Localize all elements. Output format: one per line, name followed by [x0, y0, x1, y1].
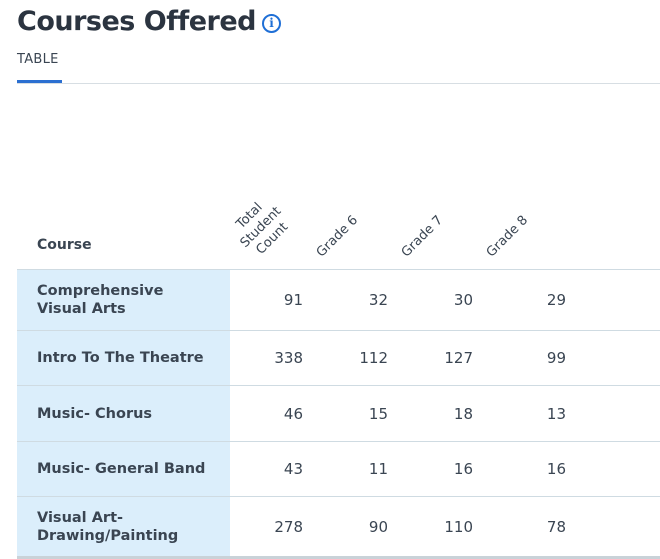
- grade7-cell: 110: [400, 496, 485, 559]
- table-row: Intro To The Theatre 338 112 127 99: [17, 330, 660, 386]
- course-cell: Comprehensive Visual Arts: [17, 269, 230, 331]
- course-cell: Intro To The Theatre: [17, 330, 230, 386]
- column-header-grade8[interactable]: Grade 8: [483, 110, 578, 270]
- grade7-cell: 18: [400, 385, 485, 442]
- spacer-cell: [578, 441, 660, 497]
- tab-table[interactable]: TABLE: [17, 50, 62, 83]
- total-cell: 278: [230, 496, 315, 559]
- table-header-row: Course Total Student Count Grade 6 Grade…: [17, 110, 660, 270]
- grade8-cell: 29: [485, 269, 578, 331]
- grade8-cell: 13: [485, 385, 578, 442]
- grade6-cell: 112: [315, 330, 400, 386]
- course-cell: Visual Art- Drawing/Painting: [17, 496, 230, 559]
- course-cell: Music- Chorus: [17, 385, 230, 442]
- total-cell: 46: [230, 385, 315, 442]
- spacer-cell: [578, 269, 660, 331]
- column-header-grade6[interactable]: Grade 6: [313, 110, 400, 270]
- course-cell: Music- General Band: [17, 441, 230, 497]
- grade6-cell: 90: [315, 496, 400, 559]
- table-row: Music- General Band 43 11 16 16: [17, 441, 660, 497]
- table-row: Comprehensive Visual Arts 91 32 30 29: [17, 269, 660, 331]
- grade7-cell: 16: [400, 441, 485, 497]
- grade6-cell: 32: [315, 269, 400, 331]
- grade7-cell: 30: [400, 269, 485, 331]
- column-header-total-label: Total Student Count: [233, 200, 292, 258]
- grade8-cell: 16: [485, 441, 578, 497]
- column-header-grade6-label: Grade 6: [313, 212, 362, 261]
- grade8-cell: 99: [485, 330, 578, 386]
- column-header-course[interactable]: Course: [17, 110, 230, 270]
- column-header-total[interactable]: Total Student Count: [230, 110, 315, 270]
- column-header-grade8-label: Grade 8: [483, 212, 532, 261]
- column-header-spacer: [578, 110, 660, 270]
- spacer-cell: [578, 330, 660, 386]
- spacer-cell: [578, 496, 660, 559]
- grade8-cell: 78: [485, 496, 578, 559]
- page-title: Courses Offered: [17, 6, 256, 37]
- title-row: Courses Offered i: [17, 6, 281, 37]
- column-header-grade7[interactable]: Grade 7: [398, 110, 485, 270]
- courses-table: Course Total Student Count Grade 6 Grade…: [17, 110, 660, 559]
- tab-bar: TABLE: [17, 50, 660, 84]
- table-row: Music- Chorus 46 15 18 13: [17, 385, 660, 442]
- grade7-cell: 127: [400, 330, 485, 386]
- total-cell: 43: [230, 441, 315, 497]
- column-header-grade7-label: Grade 7: [398, 212, 447, 261]
- spacer-cell: [578, 385, 660, 442]
- grade6-cell: 11: [315, 441, 400, 497]
- total-cell: 91: [230, 269, 315, 331]
- info-icon[interactable]: i: [261, 13, 281, 33]
- table-row: Visual Art- Drawing/Painting 278 90 110 …: [17, 496, 660, 559]
- total-cell: 338: [230, 330, 315, 386]
- grade6-cell: 15: [315, 385, 400, 442]
